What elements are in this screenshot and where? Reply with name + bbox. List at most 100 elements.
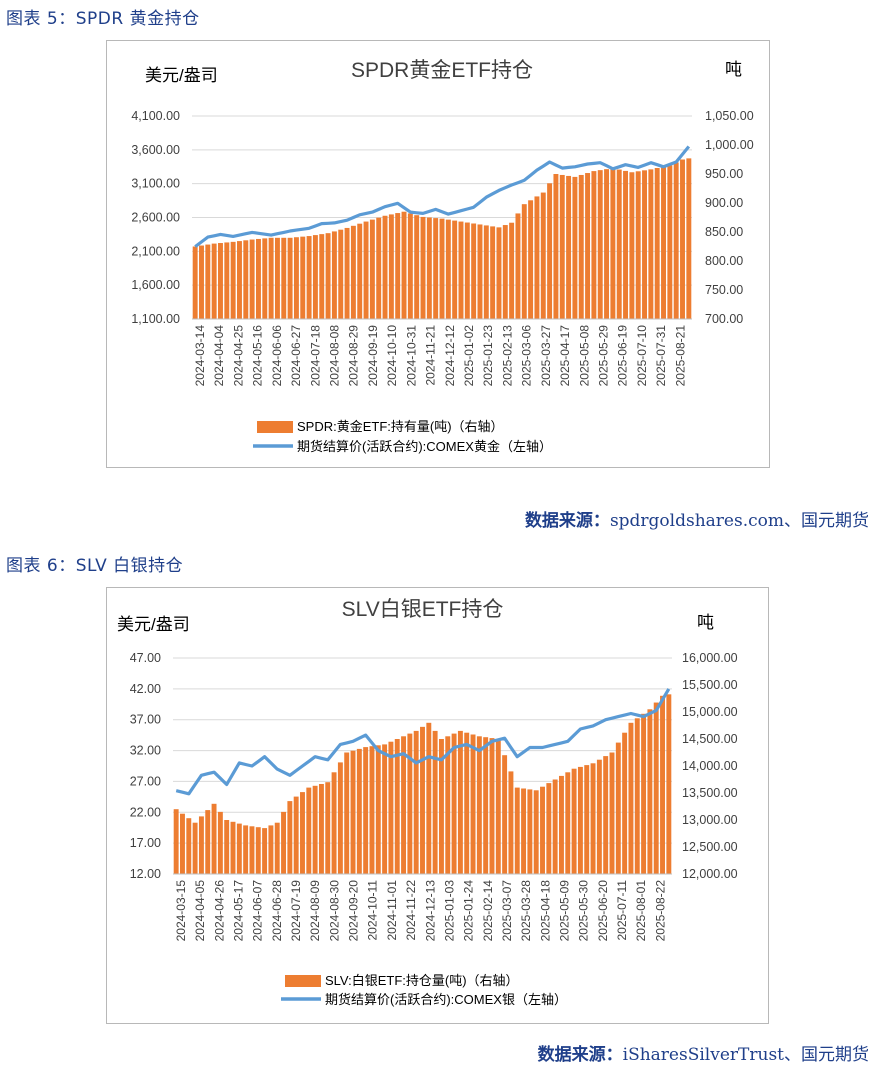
y-axis-right-label: 吨: [697, 613, 714, 632]
bar: [356, 748, 362, 874]
bar: [477, 224, 483, 319]
figure-caption: 图表 5：SPDR 黄金持仓: [6, 9, 200, 29]
x-tick-label: 2024-08-29: [347, 325, 361, 387]
legend-bar-label: SLV:白银ETF:持仓量(吨)（右轴）: [325, 973, 519, 988]
bar: [673, 162, 679, 319]
right-tick-label: 1,050.00: [705, 109, 754, 123]
bar: [325, 233, 331, 319]
bar: [515, 213, 521, 319]
bar: [414, 215, 420, 319]
bar: [502, 225, 508, 319]
bar: [432, 730, 438, 874]
bar: [224, 820, 230, 874]
bar: [609, 752, 615, 874]
line-series: [175, 688, 671, 796]
bar: [236, 823, 242, 874]
x-tick-label: 2025-05-29: [596, 325, 610, 387]
bar: [312, 785, 318, 874]
x-tick-label: 2025-07-11: [615, 880, 629, 941]
y-axis-right-label: 吨: [725, 60, 742, 79]
bar: [521, 204, 527, 319]
bar: [287, 801, 293, 874]
x-tick-label: 2024-06-07: [251, 880, 265, 942]
bar: [521, 788, 527, 874]
bar: [527, 789, 533, 874]
bar: [661, 166, 666, 319]
source-line: 数据来源：spdrgoldshares.com、国元期货: [525, 506, 869, 531]
legend-bar-swatch: [285, 975, 321, 987]
legend-bar-swatch: [257, 421, 293, 433]
x-tick-label: 2025-03-07: [500, 880, 514, 942]
bar: [413, 730, 419, 874]
chart-title: SPDR黄金ETF持仓: [351, 59, 533, 82]
bar: [318, 784, 324, 874]
bar: [426, 722, 432, 874]
left-tick-label: 4,100.00: [131, 109, 180, 123]
bar: [344, 227, 350, 319]
bar: [502, 755, 508, 874]
bar: [464, 222, 470, 319]
bar: [211, 243, 217, 319]
bar: [572, 176, 578, 319]
bar: [470, 734, 476, 874]
line-series: [194, 145, 691, 248]
left-tick-label: 1,100.00: [131, 312, 180, 326]
chart-title: SLV白银ETF持仓: [342, 598, 504, 621]
bar: [249, 826, 255, 874]
bar: [508, 771, 514, 874]
bar: [230, 821, 236, 874]
x-tick-label: 2025-05-08: [577, 325, 591, 387]
left-tick-label: 32.00: [130, 744, 161, 758]
bar: [198, 816, 204, 874]
bar: [363, 747, 369, 874]
x-tick-label: 2024-05-16: [251, 325, 265, 387]
right-tick-label: 12,000.00: [682, 867, 738, 881]
chart-container: SLV白银ETF持仓 美元/盎司 吨 12.00 17.00 22.00 27.00 32.0…: [106, 587, 769, 1024]
x-tick-label: 2024-11-21: [424, 325, 438, 386]
bar: [591, 171, 597, 319]
bar: [205, 244, 211, 319]
bar: [552, 779, 558, 874]
bar: [628, 722, 634, 874]
x-tick-label: 2025-07-31: [654, 325, 668, 387]
bar: [490, 226, 496, 319]
chart-container: SPDR黄金ETF持仓 美元/盎司 吨 1,100.00 1,600.00 2,100.0…: [106, 40, 770, 468]
bar: [603, 756, 609, 874]
x-tick-label: 2025-04-17: [558, 325, 572, 387]
x-tick-label: 2025-03-06: [520, 325, 534, 387]
bar: [262, 238, 268, 319]
bar: [483, 737, 489, 874]
right-tick-label: 850.00: [705, 225, 743, 239]
bar: [458, 221, 464, 319]
x-tick-label: 2024-12-12: [443, 325, 457, 387]
bar: [325, 782, 331, 874]
bar: [509, 222, 515, 319]
bar: [331, 231, 337, 319]
x-tick-label: 2025-05-09: [557, 880, 571, 942]
right-tick-label: 750.00: [705, 283, 743, 297]
bar: [642, 170, 647, 319]
bar: [483, 225, 489, 319]
bar: [331, 772, 337, 874]
left-tick-label: 12.00: [130, 867, 161, 881]
bar: [199, 245, 204, 319]
left-tick-label: 3,600.00: [131, 143, 180, 157]
x-tick-label: 2025-06-19: [616, 325, 630, 387]
x-tick-label: 2025-01-23: [481, 325, 495, 387]
bar: [268, 825, 274, 874]
bar: [571, 768, 577, 874]
bar: [293, 796, 299, 874]
bar: [585, 173, 591, 319]
bar: [610, 168, 616, 319]
bar: [566, 175, 572, 319]
bar: [337, 762, 343, 874]
bar: [186, 818, 192, 874]
bar: [426, 217, 432, 319]
bar: [350, 750, 356, 874]
x-tick-label: 2025-08-22: [653, 880, 667, 942]
source-value: spdrgoldshares.com、国元期货: [609, 511, 869, 531]
right-tick-label: 950.00: [705, 167, 743, 181]
source-value: iSharesSilverTrust、国元期货: [622, 1045, 869, 1065]
bar: [445, 736, 451, 874]
bar: [369, 746, 375, 874]
